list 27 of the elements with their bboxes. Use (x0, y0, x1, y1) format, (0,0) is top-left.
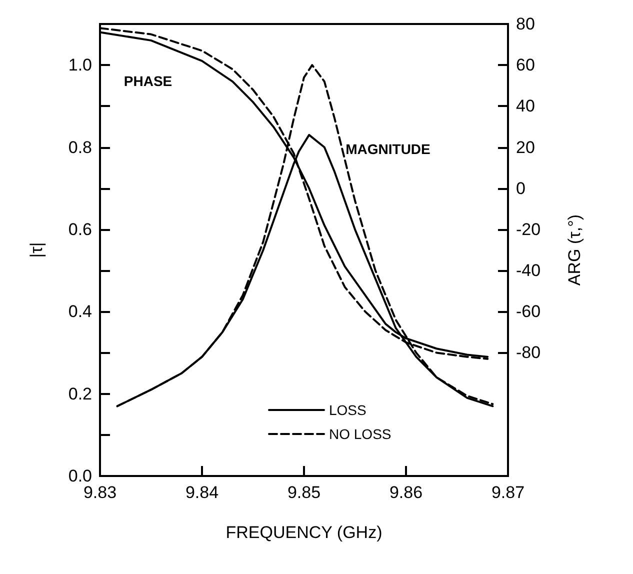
y-tick-label: 0.2 (68, 384, 92, 404)
y2-tick-label: 20 (516, 138, 535, 157)
y2-tick-label: 60 (516, 56, 535, 75)
y2-tick-label: 0 (516, 178, 526, 198)
annotation: MAGNITUDE (346, 141, 430, 157)
legend-label: LOSS (329, 402, 366, 418)
y-tick-label: 0.8 (68, 138, 92, 157)
y2-axis-title: ARG (τ,°) (565, 214, 584, 286)
annotation: PHASE (124, 73, 172, 89)
x-tick-label: 9.83 (83, 483, 117, 502)
x-tick-label: 9.85 (287, 483, 321, 502)
x-tick-label: 9.87 (491, 483, 525, 502)
y-tick-label: 0.4 (68, 302, 92, 322)
y-axis-title: |τ| (27, 242, 46, 258)
x-tick-label: 9.86 (389, 483, 423, 502)
y2-tick-label: -40 (516, 261, 541, 280)
y-tick-label: 0.6 (68, 220, 92, 239)
x-axis-title: FREQUENCY (GHz) (226, 523, 382, 542)
y2-tick-label: 40 (516, 96, 535, 116)
y2-tick-label: -20 (516, 220, 541, 239)
y2-tick-label: -80 (516, 343, 541, 362)
y-tick-label: 1.0 (68, 56, 92, 75)
y2-tick-label: 80 (516, 14, 535, 34)
y2-tick-label: -60 (516, 302, 541, 322)
x-tick-label: 9.84 (185, 483, 219, 502)
y-tick-label: 0.0 (68, 466, 92, 486)
legend-label: NO LOSS (329, 426, 392, 442)
